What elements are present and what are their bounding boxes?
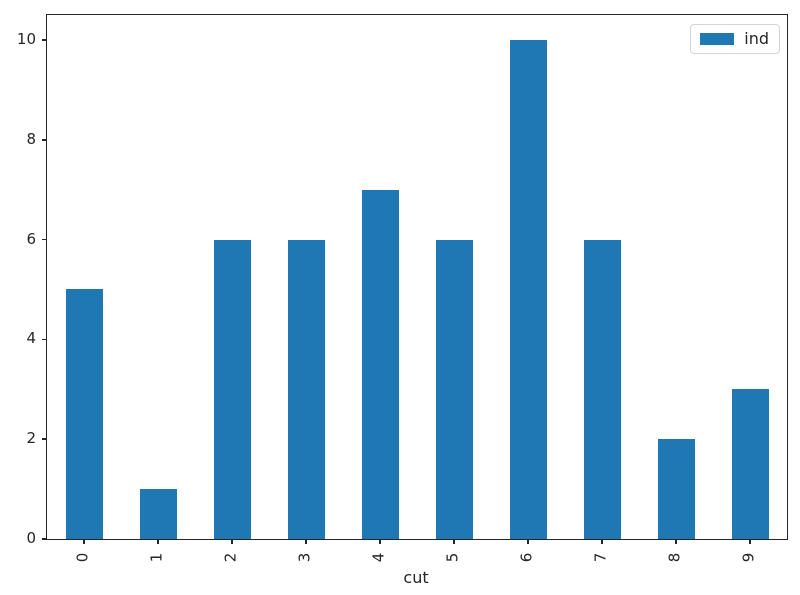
y-tick-label: 10 (16, 29, 36, 48)
y-axis-tick (42, 39, 47, 41)
y-tick-label: 4 (26, 329, 36, 348)
x-tick-label: 7 (591, 552, 610, 563)
x-axis-tick (527, 539, 529, 544)
bar-6 (509, 39, 547, 539)
bar-3 (287, 239, 325, 539)
y-axis-tick (42, 538, 47, 540)
bar-0 (65, 289, 103, 539)
x-axis-tick (379, 539, 381, 544)
y-axis-tick (42, 138, 47, 141)
x-axis-tick (157, 539, 159, 544)
y-tick-label: 2 (26, 429, 36, 448)
x-axis-tick (83, 539, 85, 544)
bar-7 (583, 239, 621, 539)
y-axis-tick (42, 438, 47, 440)
x-tick-label: 0 (73, 552, 92, 563)
x-tick-label: 4 (369, 552, 388, 563)
x-tick-label: 9 (739, 552, 758, 563)
bar-8 (657, 439, 695, 539)
bar-4 (361, 189, 399, 539)
x-axis-title: cut (403, 568, 429, 587)
legend: ind (690, 24, 780, 54)
x-axis-tick (749, 539, 751, 544)
x-axis-tick (231, 539, 233, 544)
x-tick-label: 1 (147, 552, 166, 563)
x-tick-label: 8 (665, 552, 684, 563)
x-tick-label: 6 (517, 552, 536, 563)
bar-9 (731, 389, 769, 539)
bar-5 (435, 239, 473, 539)
plot-area: ind (42, 14, 788, 544)
legend-swatch-icon (700, 33, 735, 45)
x-axis-tick (305, 539, 307, 544)
x-tick-label: 3 (295, 552, 314, 563)
y-axis-tick (42, 238, 47, 241)
x-axis-tick (675, 539, 677, 544)
x-tick-label: 2 (221, 552, 240, 563)
x-axis-tick (453, 539, 455, 544)
y-axis-tick (42, 338, 47, 341)
y-tick-label: 0 (26, 529, 36, 547)
bar-1 (139, 489, 177, 539)
bar-2 (213, 239, 251, 539)
legend-label: ind (744, 29, 769, 48)
y-tick-label: 8 (26, 129, 36, 148)
x-axis-tick (601, 539, 603, 544)
x-tick-label: 5 (443, 552, 462, 563)
y-tick-label: 6 (26, 229, 36, 248)
